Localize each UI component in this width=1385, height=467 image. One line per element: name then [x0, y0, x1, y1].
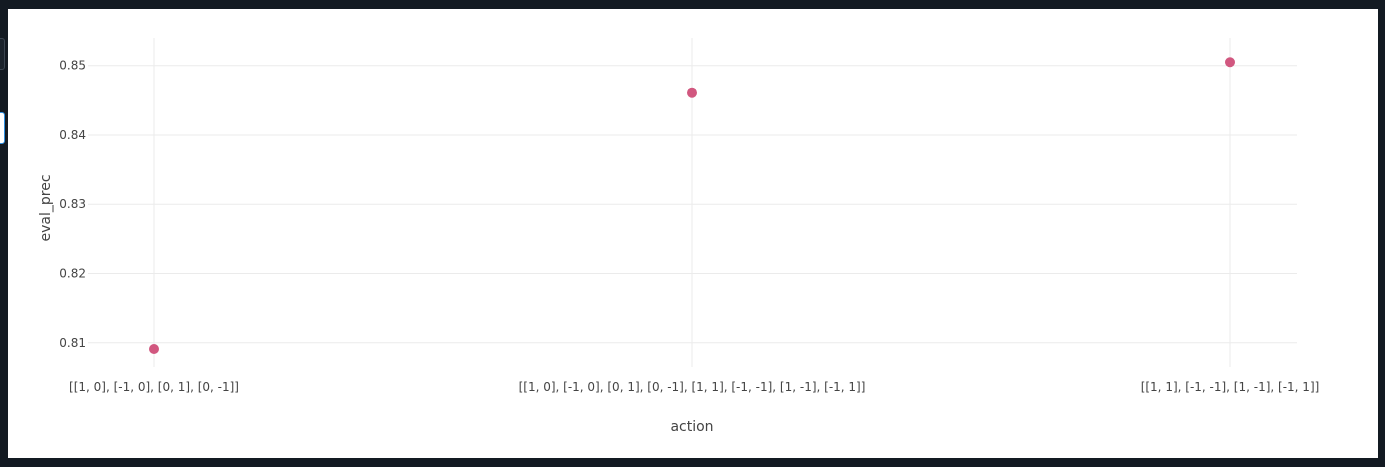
y-tick-label: 0.85: [59, 59, 86, 73]
y-axis-ticks: 0.81 0.82 0.83 0.84 0.85: [59, 59, 86, 350]
data-point[interactable]: [687, 87, 697, 98]
sidebar-toggle-button[interactable]: [0, 38, 5, 70]
data-points: [149, 57, 1235, 354]
x-tick-label: [[1, 0], [-1, 0], [0, 1], [0, -1], [1, 1…: [519, 380, 866, 394]
x-tick-label: [[1, 0], [-1, 0], [0, 1], [0, -1]]: [69, 380, 239, 394]
y-axis-title: eval_prec: [38, 174, 54, 241]
data-point[interactable]: [149, 343, 159, 354]
sidebar-active-tab[interactable]: [0, 112, 5, 144]
grid-lines: [88, 38, 1297, 367]
x-axis-title: action: [670, 419, 713, 435]
y-tick-label: 0.82: [59, 266, 86, 280]
chart-panel: [8, 9, 1378, 458]
data-point[interactable]: [1225, 57, 1235, 68]
x-tick-label: [[1, 1], [-1, -1], [1, -1], [-1, 1]]: [1141, 380, 1320, 394]
y-tick-label: 0.84: [59, 128, 86, 142]
x-axis-ticks: [[1, 0], [-1, 0], [0, 1], [0, -1]] [[1, 0…: [69, 380, 1319, 394]
y-tick-label: 0.83: [59, 197, 86, 211]
y-tick-label: 0.81: [59, 336, 86, 350]
